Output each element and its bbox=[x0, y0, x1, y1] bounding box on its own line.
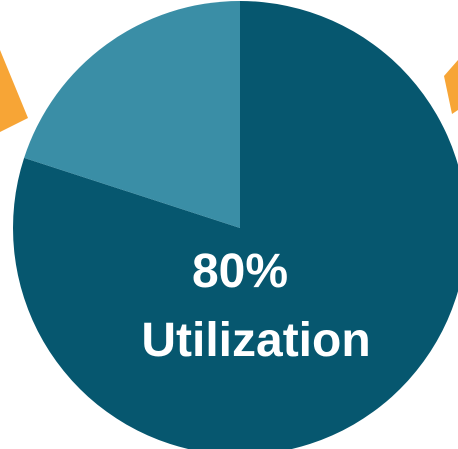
pie-slices bbox=[13, 1, 458, 449]
pie-label-percent: 80% bbox=[192, 245, 288, 298]
pie-slice-1 bbox=[13, 1, 458, 449]
left-accent-shape bbox=[0, 50, 28, 132]
right-accent-shape bbox=[444, 60, 458, 114]
pie-label-utilization: Utilization bbox=[141, 314, 370, 367]
pie-slice-2 bbox=[24, 1, 241, 228]
